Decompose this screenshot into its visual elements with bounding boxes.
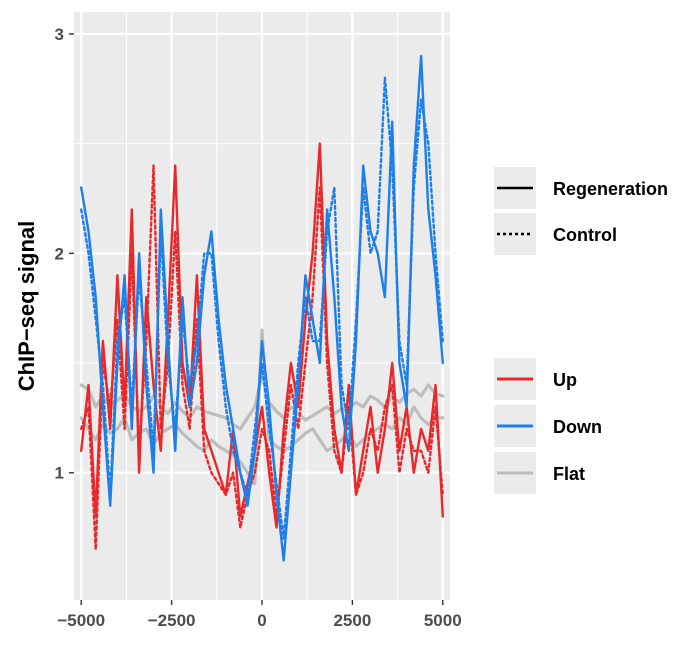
- legend-label-control: Control: [553, 225, 617, 245]
- series-line-down-regeneration: [79, 54, 444, 562]
- linetype-legend: Regeneration Control: [494, 167, 668, 255]
- x-tick-label: −5000: [57, 611, 105, 630]
- y-tick-label: 3: [55, 25, 64, 44]
- x-tick-label: −2500: [148, 611, 196, 630]
- y-tick-label: 2: [55, 244, 64, 263]
- legend-label-down: Down: [553, 417, 602, 437]
- axes: −5000 −2500 0 2500 5000 1 2 3: [55, 25, 462, 630]
- legend-label-flat: Flat: [553, 464, 585, 484]
- series-layer: [79, 54, 445, 562]
- legend-label-regeneration: Regeneration: [553, 179, 668, 199]
- legend-label-up: Up: [553, 370, 577, 390]
- y-axis-title: ChIP−seq signal: [14, 221, 39, 392]
- x-tick-label: 0: [257, 611, 266, 630]
- x-tick-label: 2500: [333, 611, 371, 630]
- series-line-down-control: [79, 76, 444, 540]
- y-tick-label: 1: [55, 464, 64, 483]
- color-legend: Up Down Flat: [494, 358, 602, 494]
- x-tick-label: 5000: [424, 611, 462, 630]
- series-line-up-control: [79, 164, 444, 551]
